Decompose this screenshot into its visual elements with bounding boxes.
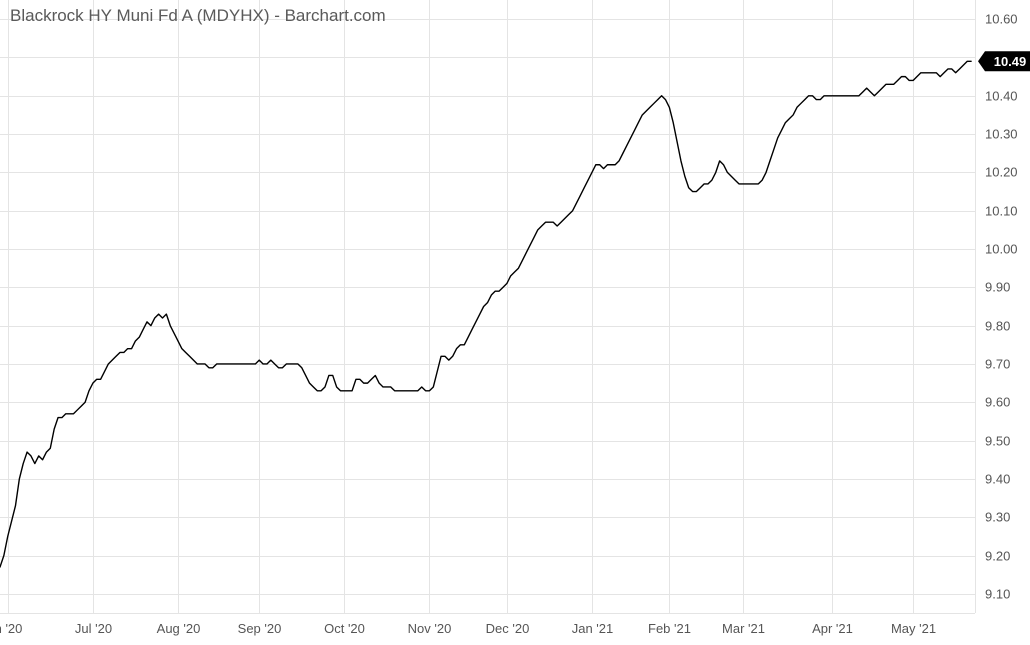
y-axis-label: 10.10 — [985, 204, 1018, 219]
y-axis-label: 9.70 — [985, 357, 1010, 372]
x-axis-label: Jan '21 — [572, 621, 614, 636]
y-axis-label: 9.10 — [985, 587, 1010, 602]
x-axis-label: Aug '20 — [157, 621, 201, 636]
y-axis-label: 10.20 — [985, 165, 1018, 180]
x-axis-label: Dec '20 — [486, 621, 530, 636]
y-axis-label: 9.30 — [985, 510, 1010, 525]
y-axis-label: 9.20 — [985, 549, 1010, 564]
price-series-line — [0, 61, 971, 567]
x-axis-label: n '20 — [0, 621, 22, 636]
y-axis-label: 9.80 — [985, 319, 1010, 334]
x-axis-label: Oct '20 — [324, 621, 365, 636]
chart-svg: 9.10 9.20 9.30 9.40 9.50 9.60 9.70 9.80 9.90 10.0… — [0, 0, 1030, 645]
y-axis-label: 10.40 — [985, 89, 1018, 104]
y-axis-label: 9.50 — [985, 434, 1010, 449]
last-price-value: 10.49 — [994, 54, 1027, 69]
price-chart: Blackrock HY Muni Fd A (MDYHX) - Barchar… — [0, 0, 1030, 645]
x-axis-label: Feb '21 — [648, 621, 691, 636]
y-axis-label: 9.90 — [985, 280, 1010, 295]
y-axis-label: 9.40 — [985, 472, 1010, 487]
x-axis-label: Sep '20 — [238, 621, 282, 636]
x-axis-label: Apr '21 — [812, 621, 853, 636]
y-axis-label: 10.30 — [985, 127, 1018, 142]
y-axis-label: 10.60 — [985, 12, 1018, 27]
x-axis-label: Jul '20 — [75, 621, 112, 636]
chart-title: Blackrock HY Muni Fd A (MDYHX) - Barchar… — [10, 6, 386, 26]
x-axis-label: Mar '21 — [722, 621, 765, 636]
x-axis-label: May '21 — [891, 621, 936, 636]
y-axis-label: 10.00 — [985, 242, 1018, 257]
y-axis-label: 9.60 — [985, 395, 1010, 410]
x-axis-label: Nov '20 — [408, 621, 452, 636]
